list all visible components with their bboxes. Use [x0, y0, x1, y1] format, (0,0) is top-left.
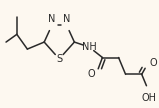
Text: OH: OH [141, 93, 156, 103]
Text: N: N [48, 14, 56, 24]
Text: NH: NH [82, 42, 97, 52]
Text: S: S [56, 54, 62, 64]
Text: N: N [63, 14, 70, 24]
Text: O: O [87, 69, 95, 79]
Text: O: O [149, 58, 157, 68]
